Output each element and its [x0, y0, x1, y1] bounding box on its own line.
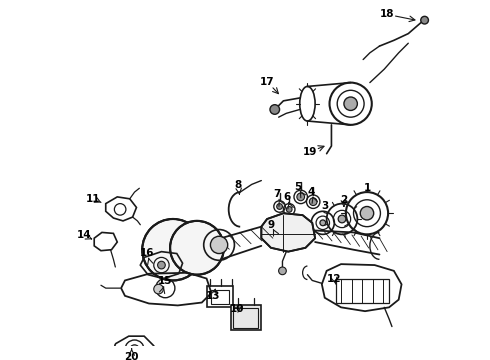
Text: 17: 17 [260, 77, 274, 87]
Circle shape [286, 207, 292, 212]
Circle shape [154, 284, 163, 294]
Text: 18: 18 [380, 9, 394, 19]
Circle shape [338, 215, 346, 223]
Text: 12: 12 [327, 274, 342, 284]
Circle shape [277, 204, 282, 210]
Text: 11: 11 [86, 194, 100, 204]
Text: 20: 20 [124, 352, 139, 360]
Bar [231, 305, 261, 330]
Text: 2: 2 [340, 195, 347, 205]
Circle shape [158, 261, 165, 269]
Circle shape [142, 219, 204, 280]
Polygon shape [261, 213, 315, 252]
Circle shape [309, 198, 317, 206]
Text: 13: 13 [206, 291, 220, 301]
Text: 9: 9 [268, 220, 274, 230]
Text: 19: 19 [303, 147, 318, 157]
Circle shape [130, 345, 139, 354]
Text: 6: 6 [284, 192, 291, 202]
Text: 16: 16 [140, 248, 154, 258]
Bar [211, 290, 229, 303]
Text: 5: 5 [294, 182, 301, 192]
Circle shape [170, 221, 224, 275]
Text: 7: 7 [273, 189, 280, 199]
Circle shape [210, 236, 228, 253]
Text: 10: 10 [230, 304, 245, 314]
Circle shape [279, 267, 286, 275]
Bar [336, 279, 389, 302]
Text: 4: 4 [308, 187, 315, 197]
Text: 1: 1 [364, 183, 370, 193]
Circle shape [320, 220, 326, 226]
Circle shape [297, 193, 305, 201]
Bar [233, 308, 258, 328]
Circle shape [421, 16, 428, 24]
Text: 3: 3 [321, 201, 328, 211]
Circle shape [360, 207, 374, 220]
Circle shape [344, 97, 357, 111]
Circle shape [270, 105, 280, 114]
Text: 14: 14 [76, 230, 91, 240]
Text: 15: 15 [158, 276, 172, 287]
Text: 8: 8 [235, 180, 242, 190]
Bar [207, 286, 233, 307]
